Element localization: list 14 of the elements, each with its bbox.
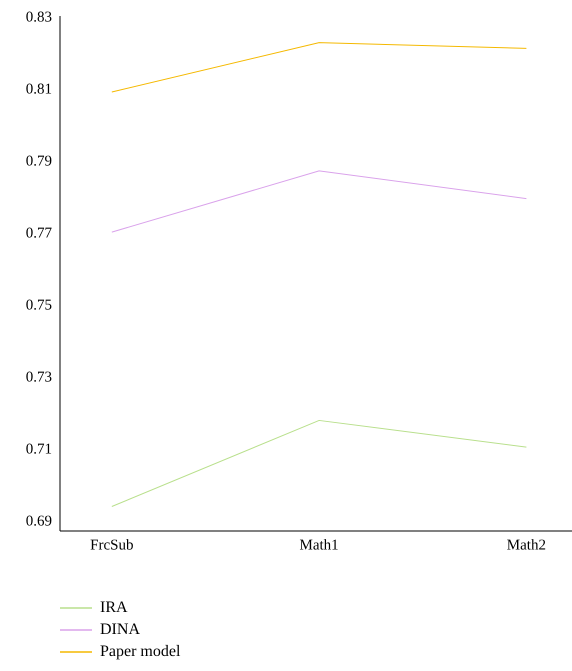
y-tick-label: 0.79 <box>26 153 52 170</box>
x-tick-label: FrcSub <box>90 538 134 554</box>
legend-label: Paper model <box>100 642 180 662</box>
legend-label: IRA <box>100 598 128 618</box>
y-tick-label: 0.71 <box>26 441 52 458</box>
y-tick-label: 0.81 <box>26 81 52 98</box>
x-tick-label: Math2 <box>506 538 546 554</box>
y-tick-label: 0.75 <box>26 297 52 314</box>
y-tick-label: 0.69 <box>26 514 52 530</box>
x-tick-label: Math1 <box>300 538 339 554</box>
y-tick-label: 0.73 <box>26 369 52 386</box>
y-tick-label: 0.83 <box>26 9 52 26</box>
legend-label: DINA <box>100 620 140 640</box>
y-tick-label: 0.77 <box>26 225 52 242</box>
